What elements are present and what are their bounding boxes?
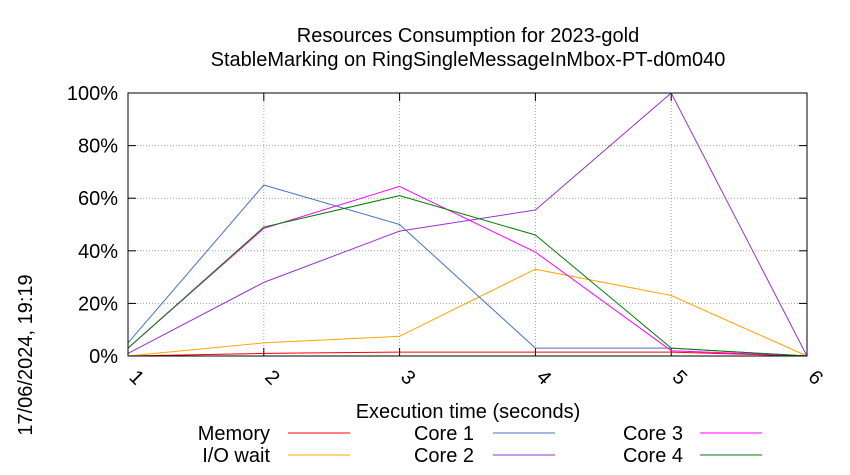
y-tick-label: 0% <box>89 346 118 368</box>
legend-label: I/O wait <box>202 445 270 467</box>
series-line-core-1 <box>127 184 808 357</box>
series-line-i-o-wait <box>127 268 808 357</box>
legend-label: Core 1 <box>414 423 474 445</box>
chart-title-line-2: StableMarking on RingSingleMessageInMbox… <box>211 49 726 71</box>
x-tick-label: 1 <box>125 366 148 389</box>
series-line-core-4 <box>127 195 808 357</box>
x-axis-ticks: 1 2 3 4 5 6 <box>125 93 827 389</box>
y-tick-label: 80% <box>78 136 118 158</box>
chart-title-line-1: Resources Consumption for 2023-gold <box>297 25 639 47</box>
plot-frame <box>127 92 808 357</box>
series-line-memory <box>127 351 808 357</box>
x-tick-label: 6 <box>804 366 827 389</box>
y-tick-label: 60% <box>78 188 118 210</box>
series-lines <box>127 92 808 357</box>
legend-label: Core 3 <box>623 423 683 445</box>
x-tick-label: 4 <box>532 366 555 389</box>
x-tick-label: 2 <box>260 366 283 389</box>
legend-label: Core 4 <box>623 445 683 467</box>
x-tick-label: 3 <box>396 366 419 389</box>
y-tick-label: 20% <box>78 293 118 315</box>
series-line-core-3 <box>127 185 808 357</box>
chart-title: Resources Consumption for 2023-gold Stab… <box>211 25 726 71</box>
legend-label: Core 2 <box>414 445 474 467</box>
y-tick-label: 40% <box>78 241 118 263</box>
timestamp-label: 17/06/2024, 19:19 <box>15 274 37 435</box>
series-line-core-2 <box>127 92 808 357</box>
x-axis-label: Execution time (seconds) <box>356 401 581 423</box>
y-tick-label: 100% <box>67 83 118 105</box>
grid-lines <box>128 93 807 356</box>
legend-label: Memory <box>198 423 270 445</box>
x-tick-label: 5 <box>668 366 691 389</box>
